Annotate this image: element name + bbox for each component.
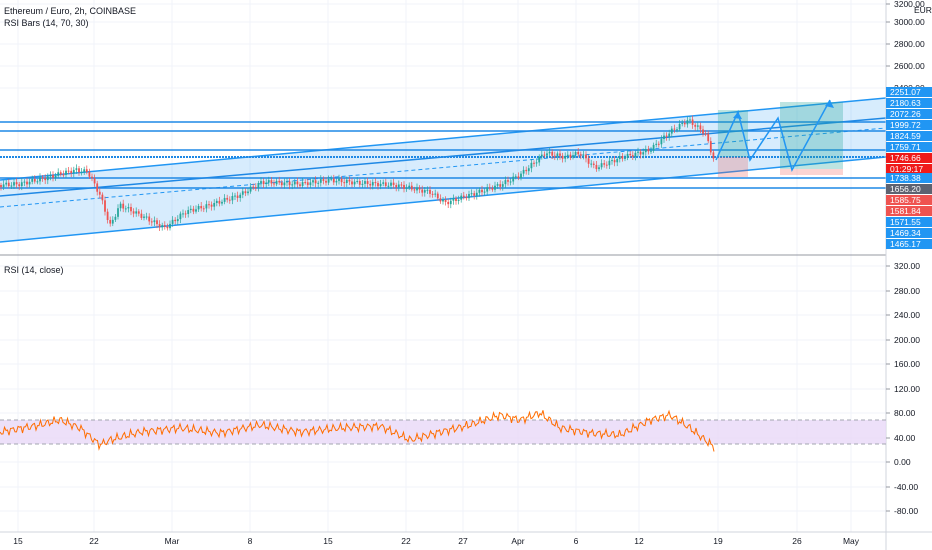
horizontal-levels[interactable] — [0, 117, 887, 197]
time-axis-label: 6 — [574, 536, 579, 546]
rsi-axis-label: 240.00 — [894, 310, 920, 320]
rsi-axis-label: -80.00 — [894, 506, 918, 516]
rsi-axis-label: 80.00 — [894, 408, 916, 418]
rsi-axis-label: 280.00 — [894, 286, 920, 296]
rsi-axis-label: 40.00 — [894, 433, 916, 443]
time-axis-label: 26 — [792, 536, 802, 546]
time-axis-label: Apr — [511, 536, 524, 546]
long-position-2[interactable] — [780, 102, 843, 175]
time-axis-label: 8 — [248, 536, 253, 546]
rsi-axis-label: 160.00 — [894, 359, 920, 369]
price-tag: 2072.26 — [886, 109, 932, 119]
time-axis-label: 15 — [13, 536, 23, 546]
indicator-title[interactable]: RSI Bars (14, 70, 30) — [4, 18, 89, 28]
price-axis-label: 3200.00 — [894, 0, 925, 9]
grid — [0, 0, 886, 532]
price-tag: 1571.55 — [886, 217, 932, 227]
price-tag: 1738.38 — [886, 173, 932, 183]
price-tag: 01:29:17 — [886, 164, 932, 174]
price-tag: 1469.34 — [886, 228, 932, 238]
long-position-1[interactable] — [718, 110, 748, 177]
price-candles — [0, 115, 715, 231]
price-axis-label: 2600.00 — [894, 61, 925, 71]
price-tag: 2251.07 — [886, 87, 932, 97]
rsi-axis-label: 0.00 — [894, 457, 911, 467]
rsi-panel-title[interactable]: RSI (14, close) — [4, 265, 64, 275]
price-tag: 1656.20 — [886, 184, 932, 194]
time-axis-label: 22 — [401, 536, 411, 546]
rsi-axis-label: 320.00 — [894, 261, 920, 271]
projection-path[interactable] — [715, 99, 834, 173]
price-tag: 1759.71 — [886, 142, 932, 152]
price-tag: 1465.17 — [886, 239, 932, 249]
time-axis[interactable]: 15 22 Mar 8 15 22 27 Apr 6 12 19 26 May — [13, 536, 860, 546]
time-axis-label: 22 — [89, 536, 99, 546]
price-tag: 1585.75 — [886, 195, 932, 205]
price-tag: 1824.59 — [886, 131, 932, 141]
rsi-axis-label: 120.00 — [894, 384, 920, 394]
regression-channel[interactable] — [0, 97, 887, 243]
rsi-axis[interactable]: 320.00 280.00 240.00 200.00 160.00 120.00 80.0… — [886, 261, 920, 516]
symbol-title[interactable]: Ethereum / Euro, 2h, COINBASE — [4, 6, 137, 16]
price-tag: 1581.84 — [886, 206, 932, 216]
time-axis-label: Mar — [165, 536, 180, 546]
time-axis-label: 15 — [323, 536, 333, 546]
price-axis-unit: EUR — [914, 5, 932, 15]
price-axis-label: 3000.00 — [894, 17, 925, 27]
price-tag: 1999.72 — [886, 120, 932, 130]
rsi-axis-label: 200.00 — [894, 335, 920, 345]
time-axis-label: 27 — [458, 536, 468, 546]
price-tag: 1746.66 — [886, 153, 932, 163]
price-axis-label: 2800.00 — [894, 39, 925, 49]
time-axis-label: 12 — [634, 536, 644, 546]
time-axis-label: May — [843, 536, 860, 546]
price-tag: 2180.63 — [886, 98, 932, 108]
rsi-line — [0, 409, 715, 452]
rsi-axis-label: -40.00 — [894, 482, 918, 492]
time-axis-label: 19 — [713, 536, 723, 546]
